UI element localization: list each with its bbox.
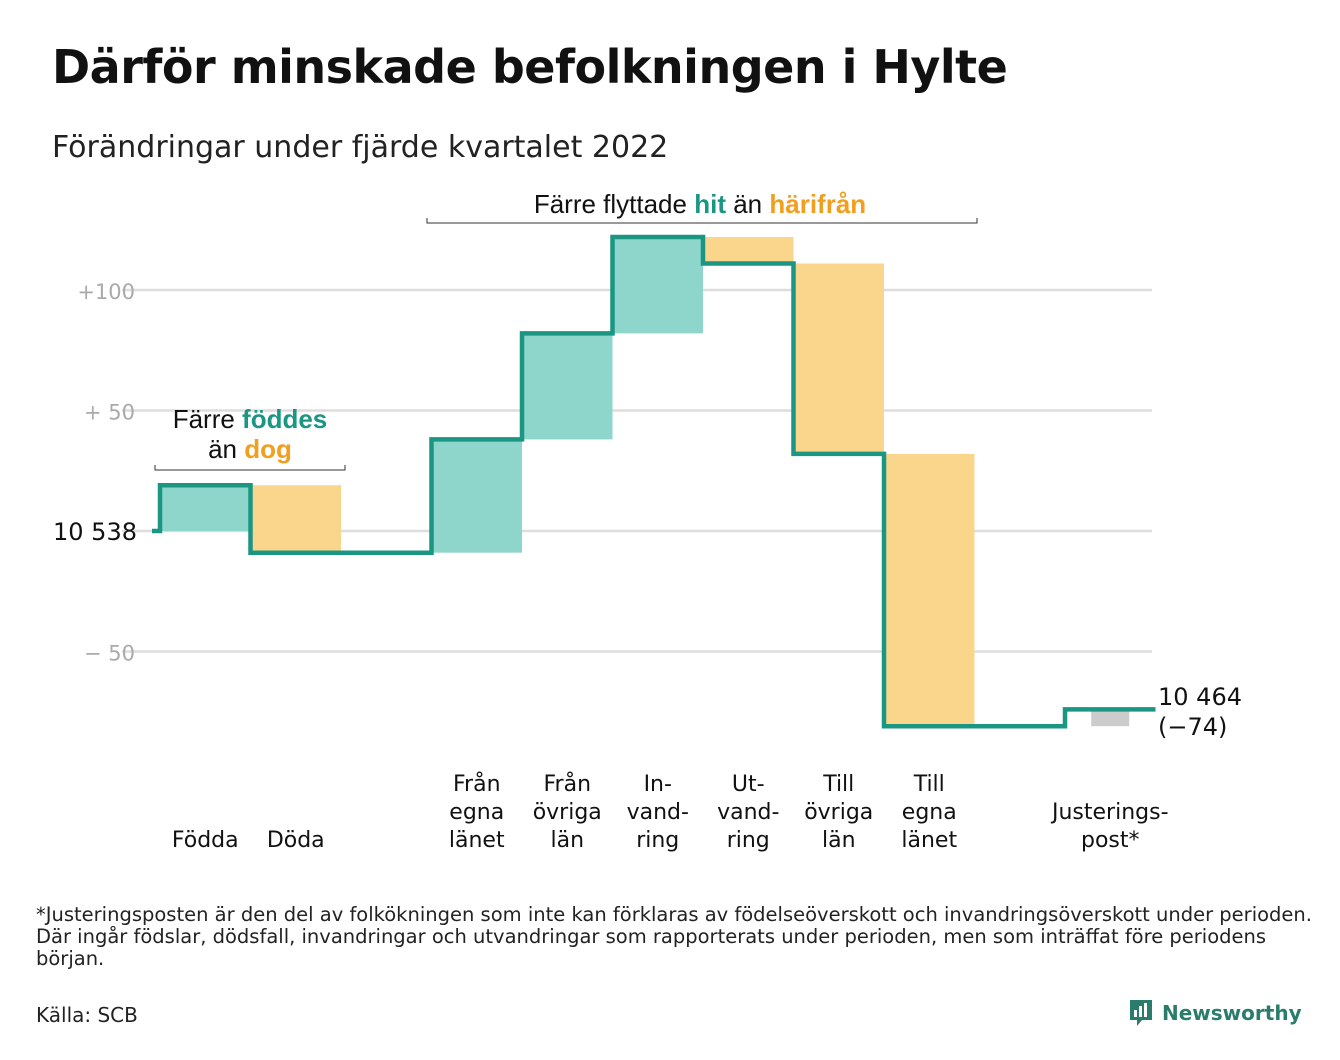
x-category-label: post* — [1081, 828, 1140, 853]
y-tick-label: − 50 — [84, 642, 135, 666]
x-category-label: Till — [913, 772, 945, 797]
brand-name: Newsworthy — [1162, 1001, 1302, 1025]
migration-annotation-orange: härifrån — [769, 189, 866, 219]
waterfall-bar — [793, 263, 884, 454]
x-category-label: egna — [902, 800, 957, 825]
migration-annotation-pre: Färre flyttade — [534, 189, 694, 219]
x-category-label: Från — [453, 771, 501, 797]
migration-bracket — [426, 218, 978, 224]
births-annotation-teal: föddes — [242, 404, 327, 434]
x-category-label: länet — [449, 828, 505, 853]
waterfall-bar — [431, 439, 522, 553]
y-tick-label: 10 538 — [53, 518, 137, 546]
bar-chart-icon — [1130, 1000, 1152, 1026]
births-annotation-orange: dog — [244, 434, 292, 464]
end-change-label: (−74) — [1158, 713, 1227, 741]
births-bracket — [154, 465, 346, 471]
x-category-label: vand- — [627, 800, 689, 825]
waterfall-bar — [884, 453, 975, 727]
x-category-label: Döda — [267, 828, 325, 853]
svg-text:Färre föddes: Färre föddes — [173, 404, 328, 434]
migration-annotation: Färre flyttade hit än härifrån — [426, 189, 978, 224]
x-category-label: ring — [727, 828, 770, 853]
x-category-label: länet — [901, 828, 957, 853]
x-category-label: övriga — [533, 800, 602, 825]
source-label: Källa: SCB — [36, 1003, 138, 1027]
births-annotation: Färre föddes än dog — [154, 404, 346, 471]
migration-annotation-teal: hit — [694, 189, 726, 219]
footnote: *Justeringsposten är den del av folkökni… — [36, 903, 1312, 970]
x-category-label: län — [822, 828, 856, 853]
chart-subtitle: Förändringar under fjärde kvartalet 2022 — [52, 130, 669, 165]
svg-text:Färre flyttade hit än härifrån: Färre flyttade hit än härifrån — [534, 189, 866, 219]
chart-title: Därför minskade befolkningen i Hylte — [52, 40, 1008, 94]
waterfall-bar — [612, 236, 703, 334]
line-layer — [152, 234, 1156, 729]
waterfall-bar — [703, 236, 794, 264]
svg-text:än dog: än dog — [208, 434, 292, 464]
bar-layer — [160, 236, 1130, 727]
waterfall-bar — [522, 333, 613, 440]
x-category-label: Ut- — [732, 772, 765, 797]
x-category-label: övriga — [804, 800, 873, 825]
x-category-label: län — [550, 828, 584, 853]
label-layer: +100 + 50 10 538 − 50 Födda Döda Från egna länet… — [53, 280, 1169, 853]
y-tick-label: + 50 — [84, 401, 135, 425]
x-category-label: egna — [449, 800, 504, 825]
grid-layer — [122, 288, 1152, 653]
waterfall-chart: +100 + 50 10 538 − 50 Födda Döda Från egna länet… — [53, 189, 1242, 853]
x-category-label: Till — [822, 772, 854, 797]
x-category-label: vand- — [717, 800, 779, 825]
waterfall-bar — [250, 485, 341, 553]
brand-logo: Newsworthy — [1128, 998, 1302, 1028]
x-category-label: Födda — [172, 828, 239, 853]
migration-annotation-mid: än — [726, 189, 769, 219]
waterfall-bar — [160, 485, 251, 531]
x-category-label: ring — [636, 828, 679, 853]
end-value-label: 10 464 — [1158, 683, 1242, 711]
births-annotation-mid: än — [208, 434, 244, 464]
y-tick-label: +100 — [77, 280, 135, 304]
births-annotation-pre: Färre — [173, 404, 242, 434]
x-category-label: Från — [543, 771, 591, 797]
x-category-label: In- — [644, 772, 672, 797]
x-category-label: Justerings- — [1050, 800, 1169, 825]
waterfall-bar — [1091, 709, 1130, 727]
population-step-line — [152, 234, 1156, 729]
